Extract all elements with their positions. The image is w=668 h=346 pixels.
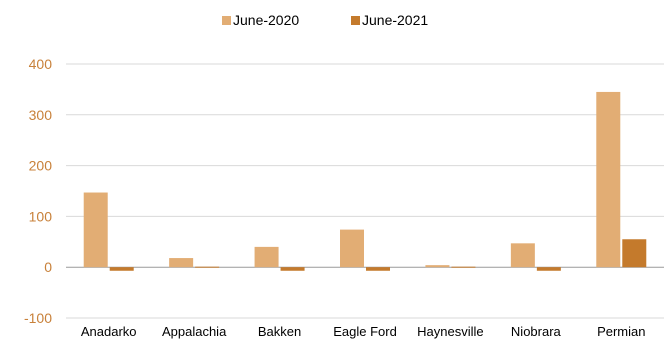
bar-anadarko-june-2020 — [83, 192, 108, 268]
legend-swatch — [222, 16, 231, 25]
legend: June-2020 June-2021 — [222, 12, 428, 28]
bar-eagle-ford-june-2021 — [366, 267, 390, 271]
y-axis-ticks: -100 0 100 200 300 400 — [24, 56, 52, 326]
x-tick-label: Appalachia — [162, 324, 227, 339]
bar-anadarko-june-2021 — [109, 267, 134, 271]
legend-label: June-2021 — [362, 12, 428, 28]
bars — [83, 91, 647, 271]
bar-niobrara-june-2021 — [536, 267, 561, 271]
bar-niobrara-june-2020 — [510, 243, 535, 268]
bar-permian-june-2021 — [622, 239, 647, 268]
x-tick-label: Bakken — [258, 324, 301, 339]
legend-label: June-2020 — [233, 12, 299, 28]
bar-bakken-june-2021 — [280, 267, 305, 271]
x-axis-ticks: Anadarko Appalachia Bakken Eagle Ford Haynes… — [81, 324, 646, 339]
x-tick-label: Anadarko — [81, 324, 137, 339]
y-tick-label: 200 — [29, 158, 53, 174]
x-tick-label: Niobrara — [511, 324, 562, 339]
x-tick-label: Eagle Ford — [333, 324, 397, 339]
y-tick-label: 300 — [29, 107, 53, 123]
x-tick-label: Haynesville — [417, 324, 483, 339]
y-tick-label: 400 — [29, 56, 53, 72]
bar-permian-june-2020 — [596, 91, 621, 268]
x-tick-label: Permian — [597, 324, 645, 339]
bar-bakken-june-2020 — [254, 246, 279, 268]
legend-swatch — [351, 16, 360, 25]
gridlines — [66, 63, 664, 319]
bar-appalachia-june-2021 — [195, 266, 220, 268]
bar-appalachia-june-2020 — [169, 258, 194, 268]
y-tick-label: 100 — [29, 208, 53, 224]
bar-haynesville-june-2021 — [451, 266, 476, 268]
bar-eagle-ford-june-2020 — [340, 229, 364, 268]
y-tick-label: 0 — [44, 259, 52, 275]
y-tick-label: -100 — [24, 310, 52, 326]
bar-haynesville-june-2020 — [425, 265, 450, 268]
